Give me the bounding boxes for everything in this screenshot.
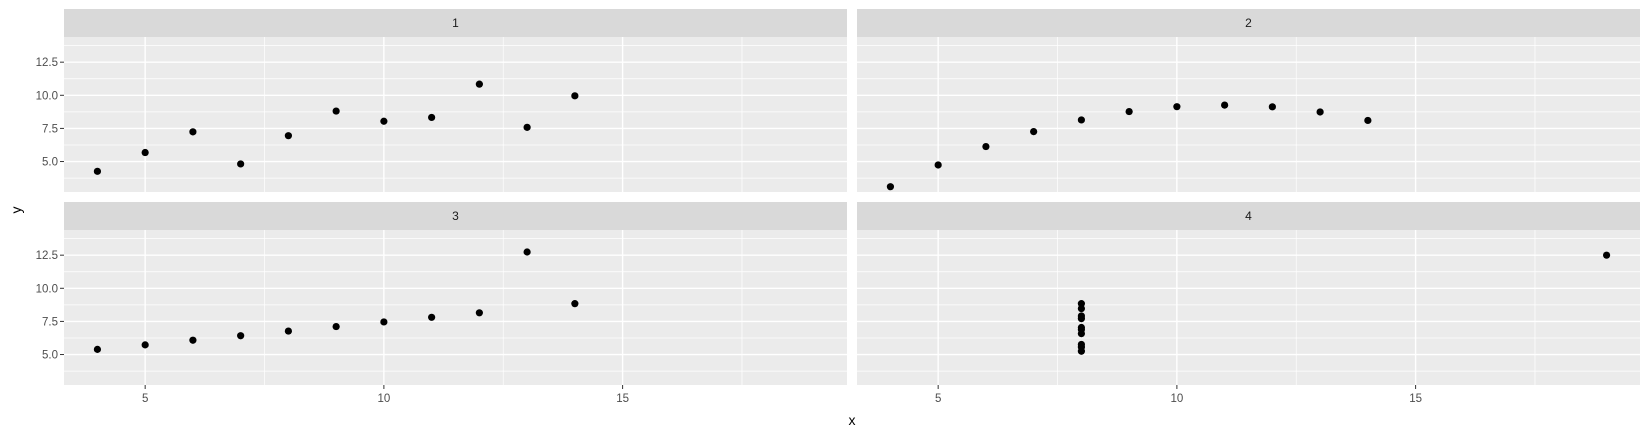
data-point [1173,103,1181,111]
x-tick-label: 10 [377,393,390,405]
data-point [380,318,388,326]
facet-strip-label: 1 [452,16,459,30]
data-point [428,113,436,122]
data-point [1030,127,1038,136]
panel-background [857,37,1640,192]
facet-panel-1: 1 5.0 7.5 10.0 12.5 [36,9,847,192]
facet-strip-2 [857,9,1640,37]
data-point [523,248,531,256]
data-point [141,148,149,157]
data-point [1077,116,1085,124]
facet-strip-1 [64,9,847,37]
facet-strip-label: 4 [1245,209,1252,223]
data-point [1077,343,1085,351]
y-tick-label: 7.5 [42,316,58,328]
data-point [571,92,579,100]
facet-panel-2: 2 [857,9,1640,192]
y-tick-label: 7.5 [42,123,58,135]
y-tick-label: 5.0 [42,157,58,169]
data-point [93,167,102,175]
x-tick-label: 15 [616,393,629,405]
x-tick-label: 5 [935,393,941,405]
facet-panel-3: 3 5.0 7.5 10.0 12.5 5 10 15 [36,202,847,405]
panel-background [64,230,847,385]
panel-background [64,37,847,192]
panel-background [857,230,1640,385]
data-point [284,132,292,140]
data-point [475,80,483,88]
data-point [475,309,483,317]
facet-strip-label: 2 [1245,16,1252,30]
data-point [332,322,340,331]
data-point [189,128,197,136]
y-tick-label: 12.5 [36,250,58,262]
y-axis-title: y [8,207,24,214]
data-point [1077,325,1085,334]
y-tick-label: 12.5 [36,57,58,69]
data-point [1316,108,1324,116]
facet-strip-3 [64,202,847,230]
data-point [934,161,942,169]
data-point [189,336,197,344]
data-point [523,123,531,131]
facet-panels: 1 5.0 7.5 10.0 12.5 2 3 5.0 7.5 10.0 12.5 5 10 15 4 5 10… [36,9,1640,405]
data-point [237,332,245,340]
data-point [380,117,388,125]
data-point [237,160,245,168]
data-point [1221,101,1229,109]
facet-strip-4 [857,202,1640,230]
x-axis-title: x [849,412,856,428]
data-point [332,107,340,115]
data-point [284,327,292,335]
data-point [93,345,102,353]
y-tick-label: 10.0 [36,90,58,102]
data-point [1268,103,1276,111]
data-point [1602,251,1611,259]
data-point [1077,304,1085,313]
x-tick-label: 10 [1170,393,1183,405]
y-tick-label: 10.0 [36,283,58,295]
facet-strip-label: 3 [452,209,459,223]
x-tick-label: 5 [142,393,148,405]
data-point [1077,312,1085,320]
data-point [428,313,436,321]
data-point [571,300,579,308]
data-point [1125,107,1133,116]
y-tick-label: 5.0 [42,350,58,362]
data-point [1364,116,1372,125]
data-point [141,341,149,349]
data-point [982,142,990,151]
x-tick-label: 15 [1409,393,1422,405]
facet-panel-4: 4 5 10 15 [857,202,1640,405]
data-point [886,183,895,191]
